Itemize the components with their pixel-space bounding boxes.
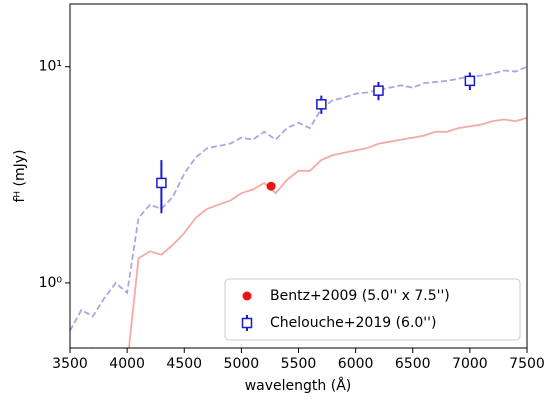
spectrum-line — [91, 116, 527, 348]
x-tick-label: 5000 — [224, 356, 260, 372]
plot-area — [70, 65, 527, 348]
data-point — [373, 85, 384, 96]
legend-marker — [242, 291, 252, 301]
data-point — [266, 181, 276, 191]
data-point — [464, 75, 476, 87]
x-tick-label: 7500 — [509, 356, 545, 372]
x-tick-label: 6000 — [338, 356, 374, 372]
y-tick-label: 10¹ — [39, 59, 62, 75]
legend-label: Bentz+2009 (5.0'' x 7.5'') — [270, 288, 450, 304]
x-tick-label: 4000 — [109, 356, 145, 372]
x-tick-label: 7000 — [452, 356, 488, 372]
x-tick-label: 4500 — [166, 356, 202, 372]
legend-marker — [241, 317, 253, 329]
y-tick-label: 10⁰ — [39, 275, 63, 291]
legend-box — [224, 278, 521, 341]
data-point — [316, 99, 327, 110]
x-tick-label: 3500 — [52, 356, 88, 372]
data-point — [156, 177, 167, 189]
x-tick-label: 6500 — [395, 356, 431, 372]
x-tick-label: 5500 — [281, 356, 317, 372]
x-axis-label: wavelength (Å) — [245, 377, 352, 394]
spectrum-line — [70, 65, 527, 332]
y-axis-label: fᴴ (mJy) — [12, 150, 28, 203]
legend-label: Chelouche+2019 (6.0'') — [270, 315, 436, 331]
